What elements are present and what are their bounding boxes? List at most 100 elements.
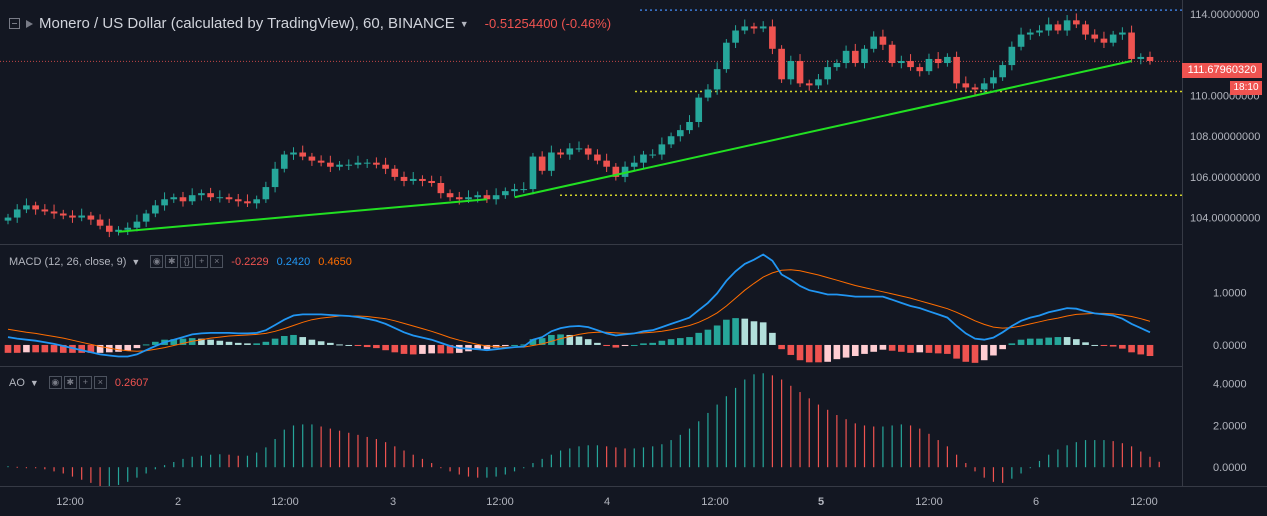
braces-icon[interactable]: {} bbox=[180, 255, 194, 268]
candle[interactable] bbox=[1073, 13, 1080, 29]
candle[interactable] bbox=[253, 195, 260, 209]
candle[interactable] bbox=[962, 76, 970, 92]
candle[interactable] bbox=[4, 213, 12, 225]
candle[interactable] bbox=[345, 159, 353, 170]
candle[interactable] bbox=[640, 150, 647, 168]
candle[interactable] bbox=[695, 93, 703, 128]
candle[interactable] bbox=[566, 143, 574, 160]
trendline[interactable] bbox=[118, 198, 487, 233]
candle[interactable] bbox=[603, 153, 610, 173]
candle[interactable] bbox=[400, 171, 408, 187]
candle[interactable] bbox=[999, 61, 1006, 81]
candle[interactable] bbox=[1036, 25, 1043, 37]
candle[interactable] bbox=[179, 191, 187, 207]
candle[interactable] bbox=[152, 200, 159, 218]
candle[interactable] bbox=[59, 209, 67, 220]
candle[interactable] bbox=[428, 175, 435, 187]
candle[interactable] bbox=[363, 159, 371, 168]
candle[interactable] bbox=[750, 22, 758, 34]
candle[interactable] bbox=[667, 132, 675, 149]
trendline[interactable] bbox=[514, 60, 1132, 199]
candle[interactable] bbox=[649, 149, 656, 159]
candle[interactable] bbox=[115, 226, 122, 236]
candle[interactable] bbox=[299, 145, 307, 161]
eye-icon[interactable]: ◉ bbox=[48, 376, 62, 389]
candle[interactable] bbox=[1063, 15, 1071, 36]
plus-icon[interactable]: + bbox=[195, 255, 209, 268]
candle[interactable] bbox=[96, 214, 104, 230]
candle[interactable] bbox=[953, 51, 960, 89]
candle[interactable] bbox=[354, 155, 362, 169]
candle[interactable] bbox=[851, 43, 859, 67]
candle[interactable] bbox=[630, 155, 638, 171]
candle[interactable] bbox=[327, 155, 334, 173]
candle[interactable] bbox=[741, 19, 749, 35]
candle[interactable] bbox=[824, 60, 831, 85]
candle[interactable] bbox=[723, 39, 730, 73]
candle[interactable] bbox=[1109, 30, 1117, 47]
candle[interactable] bbox=[1146, 51, 1154, 65]
candle[interactable] bbox=[796, 54, 804, 88]
candle[interactable] bbox=[419, 175, 426, 187]
candle[interactable] bbox=[584, 144, 592, 160]
candle[interactable] bbox=[170, 193, 178, 203]
gear-icon[interactable]: ✱ bbox=[63, 376, 77, 389]
candle[interactable] bbox=[492, 188, 500, 205]
candle[interactable] bbox=[216, 190, 224, 203]
candle[interactable] bbox=[898, 55, 905, 69]
candle[interactable] bbox=[1008, 41, 1016, 71]
candle[interactable] bbox=[124, 222, 132, 236]
candle[interactable] bbox=[336, 161, 343, 171]
candle[interactable] bbox=[1045, 17, 1053, 36]
chevron-down-icon[interactable]: ▼ bbox=[131, 256, 141, 267]
candle[interactable] bbox=[925, 53, 933, 75]
candle[interactable] bbox=[612, 163, 620, 181]
macd-line[interactable] bbox=[7, 253, 1151, 358]
candle[interactable] bbox=[1137, 53, 1145, 65]
candle[interactable] bbox=[1119, 27, 1126, 40]
candle[interactable] bbox=[437, 176, 445, 199]
candle[interactable] bbox=[759, 21, 767, 33]
candle[interactable] bbox=[234, 193, 242, 207]
candle[interactable] bbox=[161, 192, 168, 211]
candle[interactable] bbox=[308, 152, 316, 166]
candle[interactable] bbox=[142, 209, 150, 227]
macd-label[interactable]: MACD (12, 26, close, 9) bbox=[9, 255, 127, 268]
candle[interactable] bbox=[787, 55, 795, 85]
candle[interactable] bbox=[833, 59, 841, 71]
candle[interactable] bbox=[990, 70, 997, 89]
candle[interactable] bbox=[1100, 31, 1108, 48]
candle[interactable] bbox=[704, 84, 712, 102]
candle[interactable] bbox=[1026, 28, 1034, 40]
candle[interactable] bbox=[50, 204, 58, 219]
candle[interactable] bbox=[934, 52, 942, 69]
candle[interactable] bbox=[842, 45, 850, 69]
candle[interactable] bbox=[23, 198, 30, 214]
candle[interactable] bbox=[502, 187, 509, 199]
candle[interactable] bbox=[13, 204, 21, 223]
candle[interactable] bbox=[446, 189, 454, 201]
candle[interactable] bbox=[409, 172, 417, 185]
candle[interactable] bbox=[676, 124, 684, 142]
close-icon[interactable]: × bbox=[210, 255, 224, 268]
macd-signal-line[interactable] bbox=[7, 269, 1151, 352]
candle[interactable] bbox=[1091, 29, 1099, 43]
candle[interactable] bbox=[916, 63, 924, 77]
candle[interactable] bbox=[280, 150, 288, 173]
candle[interactable] bbox=[290, 147, 297, 160]
gear-icon[interactable]: ✱ bbox=[165, 255, 179, 268]
candle[interactable] bbox=[511, 183, 518, 197]
candle[interactable] bbox=[686, 115, 693, 134]
candle[interactable] bbox=[944, 53, 951, 67]
ao-label[interactable]: AO bbox=[9, 376, 25, 389]
candle[interactable] bbox=[207, 187, 214, 201]
candle[interactable] bbox=[1082, 20, 1089, 40]
candle[interactable] bbox=[888, 41, 896, 67]
candle[interactable] bbox=[980, 78, 988, 94]
candle[interactable] bbox=[907, 54, 914, 71]
candle[interactable] bbox=[594, 149, 601, 165]
candle[interactable] bbox=[87, 211, 95, 225]
candle[interactable] bbox=[520, 182, 528, 193]
candle[interactable] bbox=[69, 210, 76, 223]
